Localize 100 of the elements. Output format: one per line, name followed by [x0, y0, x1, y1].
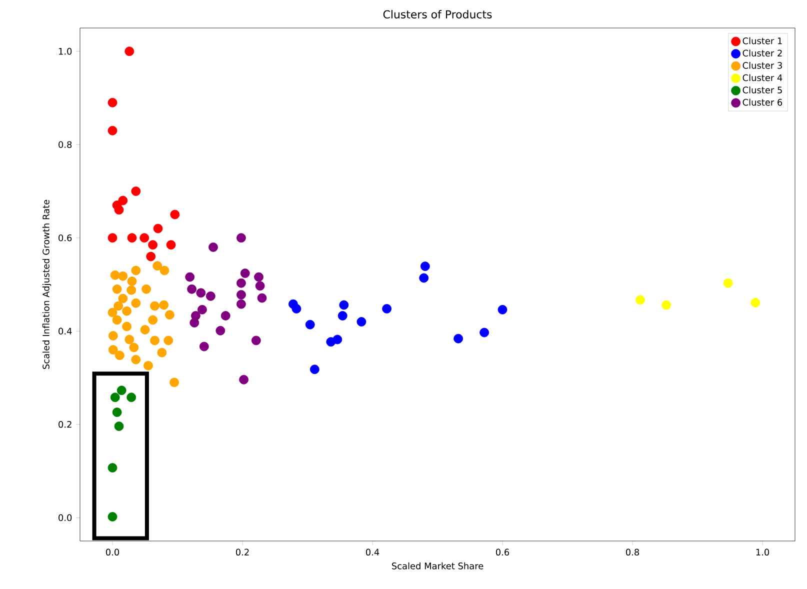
point [122, 306, 132, 316]
point [236, 290, 246, 300]
point [216, 326, 226, 336]
point [239, 374, 248, 384]
point [292, 304, 302, 314]
point [723, 278, 733, 288]
x-tick-label: 0.2 [236, 548, 249, 556]
point [185, 272, 195, 282]
point [118, 271, 128, 281]
y-tick-label: 0.6 [58, 234, 72, 242]
point [636, 295, 646, 305]
point [165, 310, 174, 320]
point [114, 422, 124, 431]
point [170, 210, 180, 220]
y-tick-label: 0.4 [58, 328, 72, 335]
point [220, 311, 230, 320]
point [110, 392, 120, 402]
point [118, 294, 128, 304]
point [140, 325, 150, 334]
point [196, 288, 206, 298]
point [187, 284, 196, 294]
chart-title: Clusters of Products [383, 10, 492, 18]
point [124, 46, 134, 56]
legend-label: Cluster 2 [742, 50, 782, 57]
point [142, 284, 151, 294]
point [108, 345, 118, 354]
point [236, 299, 246, 309]
point [148, 315, 158, 325]
point [160, 266, 170, 276]
point [131, 186, 141, 196]
point [152, 261, 162, 271]
x-tick-label: 0.4 [366, 548, 380, 556]
point [157, 348, 167, 358]
point [108, 463, 118, 472]
point [114, 205, 124, 215]
point [498, 304, 508, 314]
legend-label: Cluster 6 [742, 98, 782, 106]
point [140, 233, 150, 243]
point [122, 322, 132, 332]
point [129, 342, 139, 352]
point [131, 266, 141, 276]
point [112, 315, 122, 325]
point [112, 408, 122, 417]
point [251, 336, 261, 346]
y-tick-label: 0.2 [58, 421, 72, 428]
x-tick-label: 0.6 [496, 548, 510, 556]
point [662, 300, 672, 310]
point [126, 285, 136, 295]
point [124, 334, 134, 344]
point [240, 268, 250, 278]
point [108, 308, 118, 318]
point [108, 126, 118, 136]
point [750, 298, 760, 308]
point [144, 360, 153, 370]
point [419, 273, 429, 283]
x-tick-label: 1.0 [756, 548, 770, 556]
point [116, 386, 126, 396]
x-axis-title: Scaled Market Share [392, 562, 484, 570]
x-tick-label: 0.0 [106, 548, 120, 556]
point [127, 233, 137, 243]
point [112, 284, 122, 294]
point [131, 354, 141, 364]
point [257, 293, 267, 303]
point [108, 233, 118, 243]
point [480, 328, 490, 338]
point [108, 512, 118, 522]
point [236, 278, 246, 288]
point [254, 272, 264, 282]
point [150, 301, 160, 311]
point [150, 336, 160, 346]
legend-label: Cluster 4 [742, 74, 782, 82]
point [131, 298, 141, 308]
point [420, 262, 430, 272]
point [108, 331, 118, 340]
point [159, 300, 169, 310]
y-tick-label: 0.8 [58, 141, 72, 148]
point [199, 342, 209, 352]
point [454, 334, 464, 344]
point [127, 276, 137, 286]
point [208, 242, 218, 252]
point [146, 252, 156, 262]
y-tick-label: 1.0 [58, 48, 72, 55]
point [255, 281, 265, 291]
y-tick-label: 0.0 [58, 514, 72, 522]
point [382, 304, 392, 314]
point [190, 318, 200, 328]
point [356, 317, 366, 327]
legend-label: Cluster 1 [742, 37, 782, 44]
point [236, 233, 246, 243]
point [332, 334, 342, 344]
point [310, 364, 320, 374]
point [338, 311, 348, 320]
point [153, 224, 163, 234]
point [110, 270, 120, 280]
point [164, 336, 174, 346]
point [126, 392, 136, 402]
point [114, 350, 124, 360]
point [305, 320, 315, 330]
x-tick-label: 0.8 [626, 548, 640, 556]
legend-label: Cluster 5 [742, 86, 782, 94]
